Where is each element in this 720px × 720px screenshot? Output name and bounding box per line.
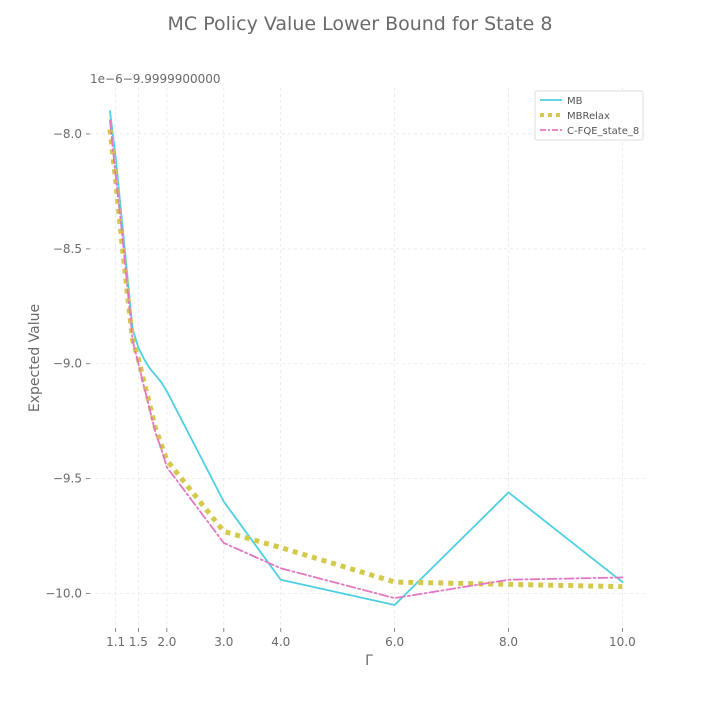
legend: MB MBRelax C-FQE_state_8 (534, 90, 644, 141)
x-tick-label: 3.0 (214, 635, 233, 649)
legend-frame (534, 90, 644, 141)
chart-title: MC Policy Value Lower Bound for State 8 (168, 13, 553, 35)
y-offset-text: 1e−6−9.9999900000 (90, 72, 221, 86)
x-tick-label: 4.0 (271, 635, 290, 649)
x-tick-label: 6.0 (385, 635, 404, 649)
series-line-mbrelax (107, 129, 623, 590)
legend-label: C-FQE_state_8 (567, 126, 639, 137)
plot-area (107, 110, 624, 606)
x-tick-label: 1.1 (106, 635, 125, 649)
legend-label: MB (567, 96, 583, 107)
grid (90, 88, 648, 628)
y-tick-label: −9.0 (53, 357, 82, 371)
series-line-c-fqe-state-8 (109, 119, 624, 600)
y-tick-label: −10.0 (45, 587, 82, 601)
x-tick-label: 10.0 (609, 635, 636, 649)
y-tick-label: −8.5 (53, 242, 82, 256)
y-tick-label: −9.5 (53, 472, 82, 486)
x-tick-label: 2.0 (157, 635, 176, 649)
legend-label: MBRelax (567, 111, 610, 122)
y-axis-label: Expected Value (27, 304, 43, 412)
x-axis-label: Γ (365, 653, 373, 669)
x-tick-label: 8.0 (499, 635, 518, 649)
y-tick-label: −8.0 (53, 127, 82, 141)
y-axis: −8.0 −8.5 −9.0 −9.5 −10.0 (45, 127, 90, 601)
series-line-mb (109, 110, 624, 606)
x-axis: 1.1 1.5 2.0 3.0 4.0 6.0 8.0 10.0 (106, 628, 636, 649)
x-tick-label: 1.5 (129, 635, 148, 649)
